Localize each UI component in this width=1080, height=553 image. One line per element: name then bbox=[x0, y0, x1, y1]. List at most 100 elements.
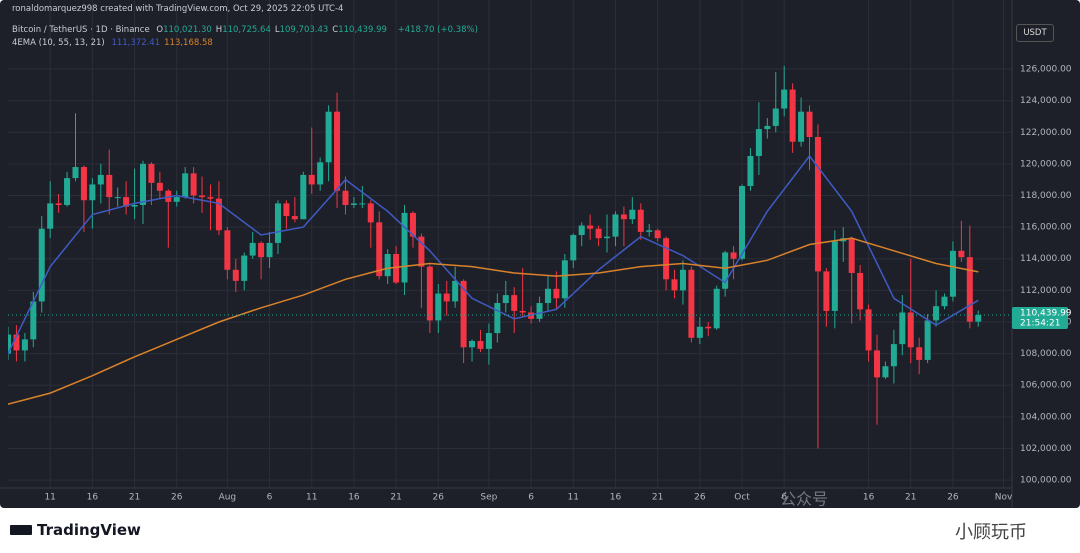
x-tick-label: 16 bbox=[863, 493, 875, 503]
candle-body bbox=[114, 197, 121, 199]
candle-body bbox=[156, 182, 163, 191]
candle-body bbox=[55, 203, 62, 205]
candle-body bbox=[949, 250, 956, 297]
candle-body bbox=[755, 129, 762, 156]
candle-body bbox=[477, 340, 484, 349]
candle-body bbox=[241, 255, 248, 281]
candle-body bbox=[80, 167, 87, 201]
ohlc-prefix: O bbox=[156, 25, 164, 35]
candle-body bbox=[713, 288, 720, 329]
y-tick-label: 126,000.00 bbox=[1020, 65, 1072, 75]
candle-body bbox=[190, 173, 197, 196]
candle-body bbox=[882, 366, 889, 378]
price-tag bbox=[1012, 307, 1068, 330]
symbol-legend: Bitcoin / TetherUS · 1D · Binance O110,0… bbox=[12, 25, 482, 35]
x-tick-label: 26 bbox=[694, 493, 706, 503]
candle-body bbox=[38, 228, 45, 302]
candle-body bbox=[595, 228, 602, 239]
y-tick-label: 106,000.00 bbox=[1020, 381, 1072, 391]
candle-body bbox=[426, 266, 433, 321]
y-tick-label: 100,000.00 bbox=[1020, 476, 1072, 486]
indicator-value: 113,168.58 bbox=[164, 38, 213, 48]
y-tick-label: 124,000.00 bbox=[1020, 96, 1072, 106]
x-tick-label: 6 bbox=[781, 493, 787, 503]
credit: ronaldomarquez998 created with TradingVi… bbox=[12, 4, 344, 14]
x-tick-label: 11 bbox=[306, 493, 317, 503]
candle-body bbox=[139, 163, 146, 205]
candle-body bbox=[393, 254, 400, 283]
ohlc-value: 109,703.43 bbox=[279, 25, 329, 35]
chart: 100,000.00 102,000.00 104,000.00 106,000.00… bbox=[0, 0, 1072, 509]
candle-body bbox=[663, 238, 670, 280]
candle-body bbox=[671, 279, 678, 291]
currency-button[interactable]: USDT bbox=[1016, 24, 1054, 42]
ohlc-value: 110,021.30 bbox=[163, 25, 212, 35]
candle-body bbox=[274, 203, 281, 243]
x-tick-label: Aug bbox=[219, 493, 237, 503]
candle-body bbox=[8, 334, 11, 354]
candle-body bbox=[823, 271, 830, 311]
watermark: 公众号 bbox=[780, 490, 828, 509]
candle-body bbox=[814, 137, 821, 272]
candle-body bbox=[933, 306, 940, 321]
x-tick-label: 26 bbox=[947, 493, 959, 503]
candle-body bbox=[469, 340, 476, 348]
candle-body bbox=[148, 163, 155, 183]
candle-body bbox=[21, 339, 28, 351]
ohlc-values: O110,021.30 H110,725.64 L109,703.43 C110,43… bbox=[156, 25, 390, 35]
candle-body bbox=[874, 350, 881, 378]
x-tick-label: Sep bbox=[480, 493, 497, 503]
candle-body bbox=[165, 190, 172, 202]
candle-body bbox=[941, 296, 948, 307]
candle-body bbox=[857, 272, 864, 310]
candle-body bbox=[342, 190, 349, 205]
candle-body bbox=[452, 280, 459, 302]
candle-body bbox=[654, 230, 661, 239]
candle-body bbox=[865, 309, 872, 351]
candle-body bbox=[435, 293, 442, 321]
candle-body bbox=[47, 203, 54, 229]
ohlc-value: 110,439.99 bbox=[338, 25, 387, 35]
candle-body bbox=[224, 230, 231, 270]
candle-body bbox=[401, 212, 408, 283]
candle-body bbox=[409, 212, 416, 237]
chart-panel: 100,000.00 102,000.00 104,000.00 106,000.00… bbox=[0, 0, 1080, 509]
brand-name: TradingView bbox=[37, 521, 141, 539]
candle-body bbox=[916, 347, 923, 360]
x-tick-label: 21 bbox=[652, 493, 663, 503]
indicator-title: 4EMA (10, 55, 13, 21) bbox=[12, 38, 105, 48]
x-tick-label: 6 bbox=[528, 493, 534, 503]
ohlc-value: 110,725.64 bbox=[222, 25, 271, 35]
candle-body bbox=[604, 236, 611, 239]
candle-body bbox=[258, 242, 265, 258]
candle-body bbox=[384, 254, 391, 277]
ema-line bbox=[8, 237, 979, 405]
candle-body bbox=[199, 195, 206, 198]
y-tick-label: 114,000.00 bbox=[1020, 254, 1072, 264]
x-tick-label: 6 bbox=[267, 493, 273, 503]
candle-body bbox=[966, 257, 973, 322]
watermark: 小顾玩币 bbox=[955, 522, 1027, 543]
candle-body bbox=[722, 252, 729, 289]
y-tick-label: 102,000.00 bbox=[1020, 444, 1072, 454]
candle-body bbox=[561, 260, 568, 299]
candle-body bbox=[511, 295, 518, 311]
candle-body bbox=[646, 230, 653, 232]
candle-body bbox=[89, 184, 96, 201]
candle-body bbox=[975, 315, 982, 322]
price-tag-countdown: 21:54:21 bbox=[1020, 319, 1060, 329]
candle-body bbox=[30, 301, 37, 340]
candle-body bbox=[173, 197, 180, 202]
candle-body bbox=[553, 288, 560, 299]
indicator-value: 111,372.41 bbox=[111, 38, 161, 48]
candle-body bbox=[266, 242, 273, 258]
candle-body bbox=[764, 125, 771, 130]
candle-body bbox=[367, 203, 374, 223]
candle-body bbox=[848, 238, 855, 273]
candle-body bbox=[958, 250, 965, 258]
x-tick-label: 21 bbox=[129, 493, 140, 503]
x-tick-label: 16 bbox=[610, 493, 622, 503]
candle-body bbox=[789, 89, 796, 142]
candle-body bbox=[705, 326, 712, 329]
